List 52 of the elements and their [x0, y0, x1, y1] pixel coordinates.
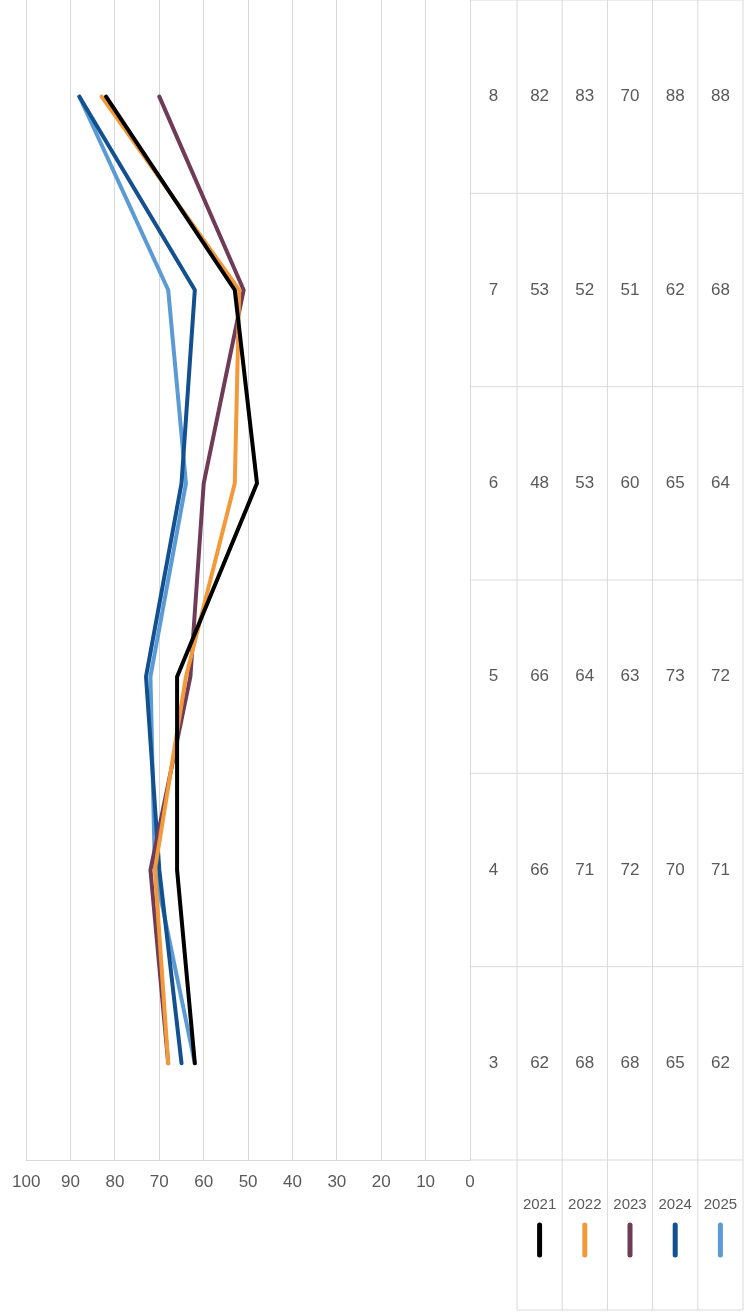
text: 2023 — [613, 1195, 647, 1213]
data-label: 71 — [710, 859, 730, 879]
data-label: 60 — [620, 473, 640, 493]
data-label: 62 — [665, 279, 685, 299]
y-tick-label: 3 — [488, 1053, 499, 1073]
x-tick-label: 40 — [283, 1171, 302, 1191]
data-label: 64 — [710, 473, 730, 493]
data-label: 53 — [530, 279, 550, 299]
x-tick-label: 90 — [61, 1171, 81, 1191]
x-tick-label: 70 — [149, 1171, 169, 1191]
data-label: 66 — [530, 859, 550, 879]
text: 2025 — [703, 1195, 738, 1213]
data-label: 65 — [665, 473, 685, 493]
data-label: 68 — [620, 1053, 640, 1073]
x-tick-label: 0 — [465, 1171, 475, 1191]
data-label: 72 — [710, 666, 730, 686]
y-tick-label: 8 — [488, 86, 499, 106]
data-label: 51 — [620, 279, 640, 299]
data-label: 63 — [620, 666, 640, 686]
y-tick-label: 5 — [488, 666, 499, 686]
y-tick-label: 4 — [488, 859, 499, 879]
data-label: 52 — [575, 279, 595, 299]
data-label: 73 — [665, 666, 685, 686]
data-label: 48 — [530, 473, 550, 493]
x-tick-label: 20 — [371, 1171, 391, 1191]
data-label: 64 — [575, 666, 595, 686]
text: 2022 — [568, 1195, 602, 1213]
x-tick-label: 100 — [11, 1171, 41, 1191]
x-tick-label: 50 — [238, 1171, 258, 1191]
text: 2024 — [658, 1195, 692, 1213]
data-label: 83 — [575, 86, 595, 106]
y-tick-label: 6 — [488, 473, 499, 493]
data-label: 70 — [620, 86, 640, 106]
data-label: 70 — [665, 859, 685, 879]
text: 2021 — [522, 1195, 557, 1213]
data-label: 68 — [575, 1053, 595, 1073]
data-label: 62 — [710, 1053, 730, 1073]
data-label: 82 — [530, 86, 550, 106]
data-label: 88 — [710, 86, 730, 106]
data-label: 53 — [575, 473, 595, 493]
x-tick-label: 80 — [105, 1171, 125, 1191]
data-label: 66 — [530, 666, 550, 686]
x-tick-label: 60 — [194, 1171, 214, 1191]
data-label: 72 — [620, 859, 640, 879]
data-label: 65 — [665, 1053, 685, 1073]
data-label: 68 — [710, 279, 730, 299]
data-label: 88 — [665, 86, 685, 106]
x-tick-label: 10 — [416, 1171, 436, 1191]
y-tick-label: 7 — [488, 279, 499, 299]
x-tick-label: 30 — [327, 1171, 347, 1191]
data-label: 71 — [575, 859, 595, 879]
data-label: 62 — [530, 1053, 550, 1073]
